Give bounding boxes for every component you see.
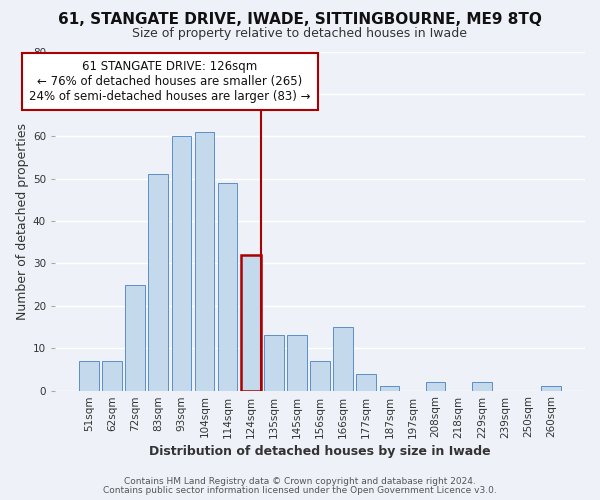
Bar [79, 361, 99, 390]
Bar [172, 136, 191, 390]
Bar [426, 382, 445, 390]
Bar [125, 284, 145, 391]
Bar [380, 386, 399, 390]
Bar [194, 132, 214, 390]
Bar [287, 336, 307, 390]
Bar [356, 374, 376, 390]
Bar [102, 361, 122, 390]
Bar [218, 183, 238, 390]
Bar [241, 255, 260, 390]
Bar [264, 336, 284, 390]
Text: Size of property relative to detached houses in Iwade: Size of property relative to detached ho… [133, 28, 467, 40]
Bar [148, 174, 168, 390]
Bar [472, 382, 491, 390]
Text: 61 STANGATE DRIVE: 126sqm
← 76% of detached houses are smaller (265)
24% of semi: 61 STANGATE DRIVE: 126sqm ← 76% of detac… [29, 60, 311, 103]
Bar [541, 386, 561, 390]
Text: Contains HM Land Registry data © Crown copyright and database right 2024.: Contains HM Land Registry data © Crown c… [124, 477, 476, 486]
Y-axis label: Number of detached properties: Number of detached properties [16, 122, 29, 320]
Bar [334, 327, 353, 390]
Text: 61, STANGATE DRIVE, IWADE, SITTINGBOURNE, ME9 8TQ: 61, STANGATE DRIVE, IWADE, SITTINGBOURNE… [58, 12, 542, 28]
Text: Contains public sector information licensed under the Open Government Licence v3: Contains public sector information licen… [103, 486, 497, 495]
X-axis label: Distribution of detached houses by size in Iwade: Distribution of detached houses by size … [149, 444, 491, 458]
Bar [310, 361, 330, 390]
